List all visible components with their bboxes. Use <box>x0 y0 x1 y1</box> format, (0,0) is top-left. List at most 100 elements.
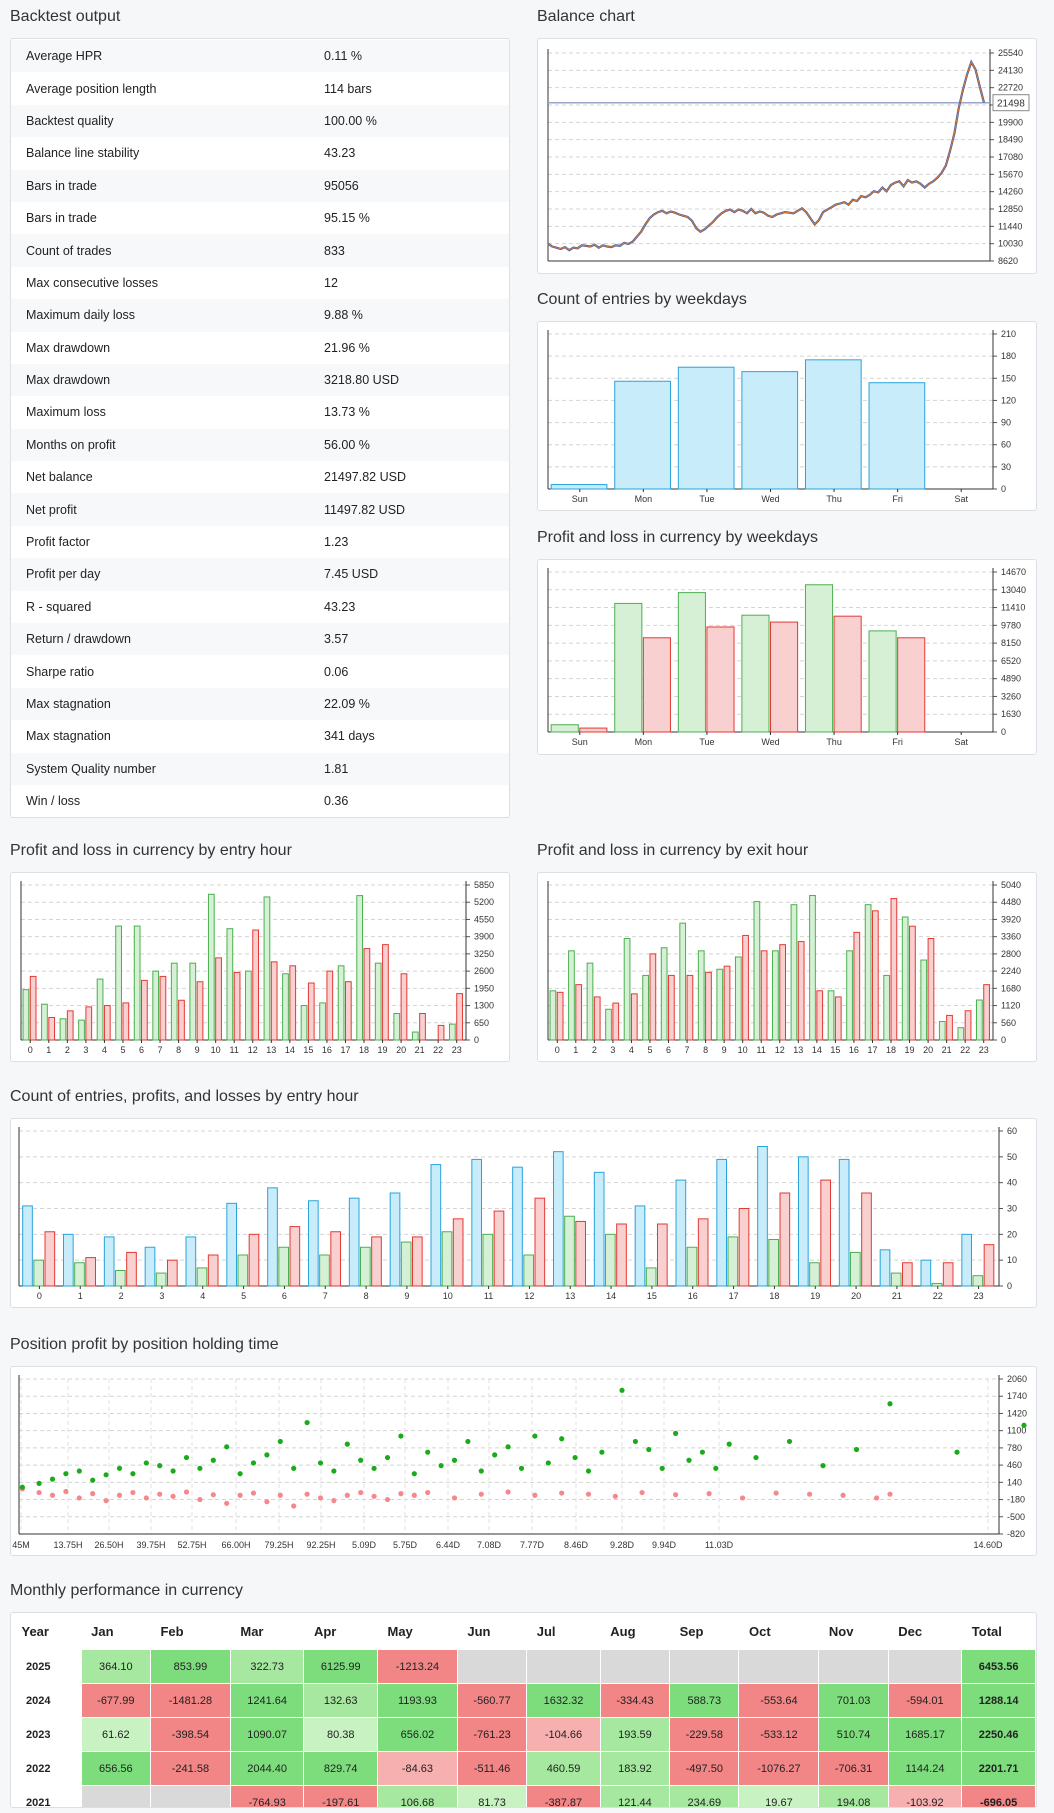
x-tick-label: 9 <box>195 1045 200 1055</box>
y-tick-label: 17080 <box>998 152 1023 162</box>
bar <box>798 1156 809 1287</box>
bar <box>864 904 872 1041</box>
metric-label: Bars in trade <box>26 178 97 193</box>
bar <box>85 1257 96 1287</box>
metric-label: Average HPR <box>26 49 103 64</box>
monthly-cell: 829.74 <box>303 1751 378 1786</box>
bar <box>612 1002 620 1041</box>
bar <box>790 904 798 1041</box>
monthly-year: 2023 <box>11 1717 82 1752</box>
bar <box>215 957 222 1041</box>
y-tick-label: 60 <box>1001 440 1011 450</box>
bar <box>846 950 853 1041</box>
bar <box>983 1244 995 1287</box>
bar <box>126 1251 137 1287</box>
count-entry-hour-title: Count of entries, profits, and losses by… <box>10 1088 359 1105</box>
bar <box>779 1192 791 1287</box>
monthly-year: 2021 <box>11 1785 82 1807</box>
bar <box>593 996 601 1041</box>
bar <box>289 965 297 1041</box>
x-tick-label: 13 <box>793 1045 803 1055</box>
bar <box>493 1210 505 1287</box>
monthly-cell <box>456 1649 528 1684</box>
bar <box>523 1254 534 1287</box>
bar <box>804 584 834 733</box>
loss-point <box>183 1489 190 1495</box>
bar <box>804 359 862 490</box>
profit-point <box>411 1471 417 1477</box>
x-tick-label: 22 <box>433 1045 443 1055</box>
x-tick-label: Tue <box>699 737 714 747</box>
monthly-header: Aug <box>600 1613 670 1650</box>
bar <box>270 961 278 1041</box>
metric-row: Count of trades 833 <box>11 234 509 267</box>
pl-exit-hour-panel: 5040 4480 3920 3360 2800 2240 1680 1120 560 0 0 1 2 3… <box>537 872 1037 1062</box>
x-tick-label: 20 <box>396 1045 406 1055</box>
x-tick-label: 7.08D <box>477 1540 502 1550</box>
bar <box>614 602 643 733</box>
bar <box>614 380 671 490</box>
profit-point <box>786 1438 793 1445</box>
monthly-cell: 2044.40 <box>229 1751 305 1786</box>
monthly-cell: 588.73 <box>669 1683 740 1718</box>
monthly-cell: -1481.28 <box>149 1683 231 1718</box>
monthly-panel: Year Jan Feb Mar Apr May Jun Jul Aug Sep Oct Nov Dec… <box>10 1612 1037 1808</box>
x-tick-label: 4 <box>629 1045 634 1055</box>
loss-point <box>197 1496 203 1503</box>
metric-value: 0.11 % <box>324 49 362 64</box>
bar <box>738 1208 750 1287</box>
x-tick-label: 13.75H <box>53 1540 82 1550</box>
y-tick-label: 4550 <box>474 914 494 924</box>
y-tick-label: 24130 <box>998 65 1023 75</box>
x-tick-label: Tue <box>699 494 714 504</box>
x-tick-label: Wed <box>761 737 779 747</box>
profit-point <box>1021 1422 1027 1428</box>
metric-row: Net profit 11497.82 USD <box>11 493 509 526</box>
bar <box>363 948 371 1041</box>
metric-label: R - squared <box>26 599 92 614</box>
metric-value: 9.88 % <box>324 308 363 323</box>
x-tick-label: 2 <box>65 1045 70 1055</box>
profit-point <box>585 1468 592 1474</box>
monthly-cell: -761.23 <box>456 1717 528 1752</box>
loss-point <box>250 1490 257 1496</box>
monthly-title: Monthly performance in currency <box>10 1582 243 1599</box>
bar <box>44 1231 56 1287</box>
bar <box>623 938 631 1041</box>
monthly-header: Jul <box>526 1613 601 1650</box>
monthly-cell: 460.59 <box>526 1751 601 1786</box>
x-tick-label: 11 <box>484 1291 493 1301</box>
y-tick-label: 210 <box>1001 329 1016 339</box>
bar <box>942 1262 954 1287</box>
bar <box>278 1246 289 1287</box>
bar <box>938 1021 946 1041</box>
y-tick-label: 19900 <box>998 117 1023 127</box>
y-tick-label: 30 <box>1001 462 1011 472</box>
bar <box>983 984 990 1041</box>
bar <box>861 1192 872 1287</box>
x-tick-label: 5 <box>120 1045 125 1055</box>
balance-line <box>547 60 985 251</box>
monthly-row: 2025 364.10 853.99 322.73 6125.99 -1213.24 645… <box>11 1649 1036 1684</box>
x-tick-label: 11 <box>757 1045 766 1055</box>
y-tick-label: 460 <box>1007 1460 1022 1470</box>
x-tick-label: 26.50H <box>94 1540 123 1550</box>
bar <box>833 615 862 733</box>
bar <box>382 944 389 1041</box>
metric-label: Sharpe ratio <box>26 664 95 679</box>
y-tick-label: 90 <box>1001 418 1011 428</box>
bar <box>716 1158 728 1287</box>
bar <box>103 1005 111 1041</box>
bar <box>634 1205 646 1287</box>
loss-point <box>344 1492 350 1498</box>
profit-point <box>157 1463 163 1469</box>
monthly-year: 2025 <box>11 1649 82 1684</box>
y-tick-label: 6520 <box>1001 656 1021 666</box>
bar <box>115 1270 126 1287</box>
bar <box>74 1262 85 1287</box>
loss-point <box>170 1493 176 1499</box>
x-tick-label: 10 <box>211 1045 221 1055</box>
monthly-cell: 656.56 <box>80 1751 151 1786</box>
y-tick-label: 150 <box>1001 373 1016 383</box>
